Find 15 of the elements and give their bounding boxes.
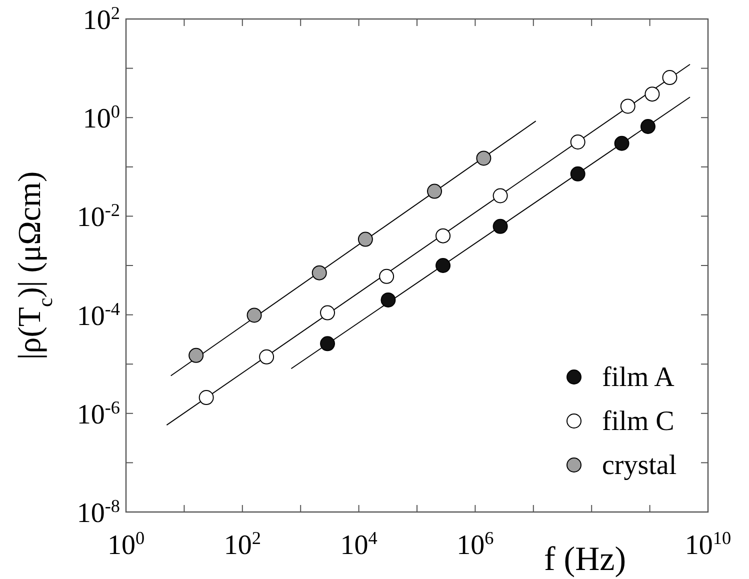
y-tick-label: 10$^{-4}$ bbox=[76, 298, 120, 332]
y-tick-label: 10$^{0}$ bbox=[82, 102, 120, 135]
y-tick-label: 10$^{2}$ bbox=[82, 3, 120, 36]
y-tick-label: 10$^{-2}$ bbox=[76, 200, 120, 234]
y-tick-label: 10$^{-8}$ bbox=[76, 496, 120, 529]
y-tick-label: 10$^{-6}$ bbox=[76, 397, 120, 430]
x-tick-label: 10$^{4}$ bbox=[340, 528, 378, 561]
legend-label: film C bbox=[602, 406, 674, 437]
x-axis-title: f (Hz) bbox=[544, 541, 626, 578]
x-tick-label: 10$^{10}$ bbox=[684, 528, 732, 561]
x-tick-label: 10$^{2}$ bbox=[224, 528, 261, 561]
x-tick-label: 10$^{0}$ bbox=[107, 528, 145, 561]
legend-label: film A bbox=[602, 362, 676, 393]
x-tick-label: 10$^{6}$ bbox=[456, 528, 494, 561]
legend-label: crystal bbox=[602, 450, 677, 481]
